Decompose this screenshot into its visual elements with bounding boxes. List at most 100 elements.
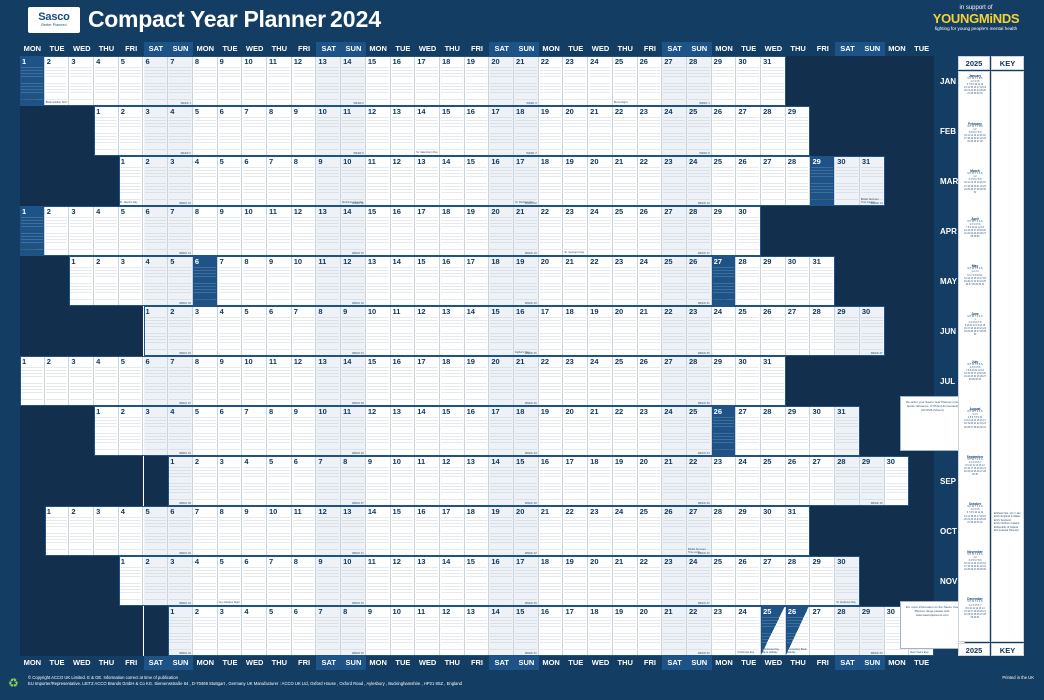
day-cell[interactable]: 29 [785, 106, 811, 156]
day-cell[interactable]: 6 [267, 306, 292, 356]
day-cell[interactable]: 10 [316, 106, 342, 156]
day-cell[interactable]: 28 [736, 256, 762, 306]
day-cell[interactable]: 18 [538, 556, 564, 606]
day-cell[interactable]: 29 [736, 506, 762, 556]
day-cell[interactable]: 16 [390, 356, 416, 406]
day-cell[interactable]: 19 [464, 56, 490, 106]
day-cell[interactable]: 15 [489, 306, 515, 356]
day-cell[interactable]: 31 [761, 356, 786, 406]
day-cell[interactable]: 25 [612, 356, 638, 406]
day-cell[interactable]: 13 [464, 606, 490, 656]
day-cell[interactable]: 20 [538, 256, 564, 306]
day-cell[interactable]: 9 [291, 406, 317, 456]
day-cell[interactable]: 17 [439, 506, 465, 556]
day-cell[interactable]: 2 [44, 356, 70, 406]
day-cell[interactable]: 14 WEEK 28 [341, 356, 366, 406]
day-cell[interactable]: 11 [365, 556, 391, 606]
day-cell[interactable]: 1 [94, 106, 119, 156]
day-cell[interactable]: 8 [267, 406, 292, 456]
day-cell[interactable]: 16 [439, 256, 465, 306]
day-cell[interactable]: 29 [835, 306, 860, 356]
day-cell[interactable]: 31 [835, 406, 860, 456]
day-cell[interactable]: 5 [118, 206, 144, 256]
day-cell[interactable]: 5 [118, 56, 144, 106]
day-cell[interactable]: 4 [217, 306, 243, 356]
day-cell[interactable]: 6 WEEK 40 [168, 506, 193, 556]
day-cell[interactable]: 23 [711, 606, 737, 656]
day-cell[interactable]: 29 [711, 206, 737, 256]
day-cell[interactable]: 23 WEEK 26 [686, 306, 712, 356]
day-cell[interactable]: 15 [415, 256, 440, 306]
day-cell[interactable]: 23 [711, 456, 737, 506]
day-cell[interactable]: 23 St. George's Day [563, 206, 589, 256]
day-cell[interactable]: 31 [761, 56, 786, 106]
day-cell[interactable]: 1 WEEK 36 [168, 456, 193, 506]
day-cell[interactable]: 18 [563, 306, 589, 356]
day-cell[interactable]: 13 [316, 56, 342, 106]
day-cell[interactable]: 26 Boxing Day Bank Holiday [785, 606, 811, 656]
day-cell[interactable]: 19 [538, 106, 564, 156]
day-cell[interactable]: 21 [612, 556, 638, 606]
day-cell[interactable]: 19 [612, 456, 638, 506]
day-cell[interactable]: 18 [588, 606, 613, 656]
day-cell[interactable]: 8 [291, 556, 317, 606]
day-cell[interactable]: 9 [217, 206, 243, 256]
day-cell[interactable]: 25 [662, 256, 687, 306]
day-cell[interactable]: 9 [291, 106, 317, 156]
day-cell[interactable]: 2 [118, 106, 144, 156]
day-cell[interactable]: 4 [242, 456, 267, 506]
day-cell[interactable]: 23 [563, 356, 589, 406]
day-cell[interactable]: 17 [563, 606, 589, 656]
day-cell[interactable]: 11 [267, 206, 292, 256]
day-cell[interactable]: 15 WEEK 38 [514, 456, 539, 506]
day-cell[interactable]: 17 WEEK 46 [514, 556, 539, 606]
day-cell[interactable]: 13 [415, 556, 440, 606]
day-cell[interactable]: 27 [662, 356, 687, 406]
day-cell[interactable]: 31 [810, 256, 836, 306]
day-cell[interactable]: 12 [439, 456, 465, 506]
day-cell[interactable]: 16 [390, 206, 416, 256]
day-cell[interactable]: 15 [365, 56, 391, 106]
day-cell[interactable]: 4 WEEK 31 [168, 406, 193, 456]
day-cell[interactable]: 18 [489, 256, 515, 306]
day-cell[interactable]: 6 [242, 156, 267, 206]
day-cell[interactable]: 20 [637, 606, 663, 656]
day-cell[interactable]: 12 [439, 606, 465, 656]
day-cell[interactable]: 3 [69, 206, 95, 256]
day-cell[interactable]: 12 [390, 556, 416, 606]
day-cell[interactable]: 24 [588, 206, 613, 256]
day-cell[interactable]: 21 [588, 406, 613, 456]
day-cell[interactable]: 20 [637, 456, 663, 506]
day-cell[interactable]: 30 [785, 256, 811, 306]
day-cell[interactable]: 30 [761, 506, 786, 556]
day-cell[interactable]: 14 [464, 306, 490, 356]
day-cell[interactable]: 27 [662, 206, 687, 256]
day-cell[interactable]: 3 WEEK 10 [168, 156, 193, 206]
day-cell[interactable]: 19 [563, 556, 589, 606]
day-cell[interactable]: 16 [415, 506, 440, 556]
day-cell[interactable]: 4 [192, 556, 218, 606]
day-cell[interactable]: 28 WEEK 30 [686, 356, 712, 406]
day-cell[interactable]: 5 [267, 606, 292, 656]
day-cell[interactable]: 30 [736, 206, 762, 256]
day-cell[interactable]: 28 WEEK 4 [686, 56, 712, 106]
day-cell[interactable]: 10 [291, 256, 317, 306]
day-cell[interactable]: 14 [439, 156, 465, 206]
day-cell[interactable]: 14 WEEK 15 [341, 206, 366, 256]
day-cell[interactable]: 9 [316, 156, 342, 206]
day-cell[interactable]: 1 [94, 406, 119, 456]
day-cell[interactable]: 30 [884, 456, 910, 506]
day-cell[interactable]: 8 [242, 256, 267, 306]
day-cell[interactable]: 13 [316, 206, 342, 256]
day-cell[interactable]: 17 [489, 406, 515, 456]
day-cell[interactable]: 27 [810, 606, 836, 656]
day-cell[interactable]: 20 [563, 106, 589, 156]
day-cell[interactable]: 24 [662, 406, 687, 456]
day-cell[interactable]: 10 [242, 206, 267, 256]
day-cell[interactable]: 18 WEEK 7 [514, 106, 539, 156]
day-cell[interactable]: 10 Mothering Sunday WEEK 11 [341, 156, 366, 206]
day-cell[interactable]: 12 [415, 306, 440, 356]
day-cell[interactable]: 16 [489, 556, 515, 606]
day-cell[interactable]: 30 [736, 56, 762, 106]
day-cell[interactable]: 1 WEEK 49 [168, 606, 193, 656]
